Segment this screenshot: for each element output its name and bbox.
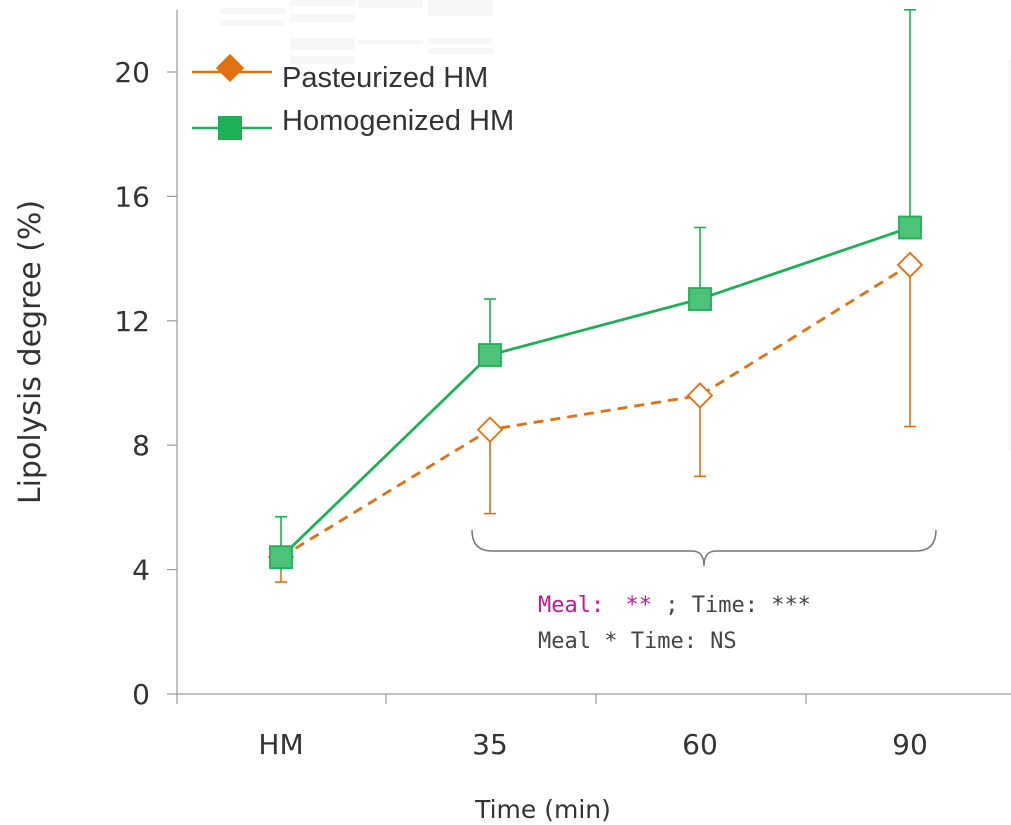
y-axis: 0 4 8 12 16 20	[114, 10, 178, 711]
data-point-diamond	[686, 382, 714, 409]
x-tick-label: 90	[892, 728, 928, 761]
series-line	[280, 226, 911, 559]
y-axis-label: Lipolysis degree (%)	[13, 200, 48, 504]
x-tick-label: 35	[472, 728, 508, 761]
y-tick-label: 4	[132, 554, 150, 587]
y-tick-label: 20	[114, 56, 150, 89]
stats-line-1: Meal: ** ; Time: ***	[538, 593, 811, 618]
y-tick-label: 12	[114, 305, 150, 338]
data-point-diamond	[476, 416, 504, 443]
series-homogenized	[269, 9, 922, 570]
legend-item-pasteurized: Pasteurized HM	[192, 53, 488, 94]
stats-meal-sig: **	[625, 593, 652, 618]
stats-line-2: Meal * Time: NS	[538, 629, 737, 654]
data-point-square	[269, 545, 293, 570]
y-ticks: 0 4 8 12 16 20	[114, 56, 177, 711]
legend-label-pasteurized: Pasteurized HM	[282, 62, 488, 94]
y-tick-label: 16	[114, 180, 150, 213]
legend-label-homogenized: Homogenized HM	[282, 105, 514, 137]
legend: Pasteurized HM Homogenized HM	[192, 53, 514, 140]
stats-time: ; Time: ***	[665, 593, 811, 618]
background-artifacts	[220, 0, 1011, 450]
series-line	[280, 263, 911, 559]
x-ticks: HM 35 60 90	[176, 694, 928, 761]
series-layer	[267, 9, 924, 583]
y-tick-label: 8	[132, 429, 150, 462]
data-point-square	[478, 343, 502, 367]
legend-item-homogenized: Homogenized HM	[192, 105, 514, 140]
x-axis: HM 35 60 90	[176, 693, 1011, 761]
y-tick-label: 0	[132, 678, 150, 711]
data-point-square	[688, 287, 712, 311]
legend-marker-square	[218, 116, 242, 140]
data-point-diamond	[896, 251, 924, 279]
x-tick-label: 60	[682, 728, 718, 761]
stats-meal-label: Meal:	[538, 593, 604, 618]
x-tick-label: HM	[258, 728, 303, 761]
series-pasteurized	[267, 251, 924, 583]
significance-brace	[471, 529, 937, 567]
x-axis-label: Time (min)	[474, 795, 611, 824]
legend-marker-diamond	[215, 53, 245, 83]
data-point-square	[898, 215, 922, 240]
